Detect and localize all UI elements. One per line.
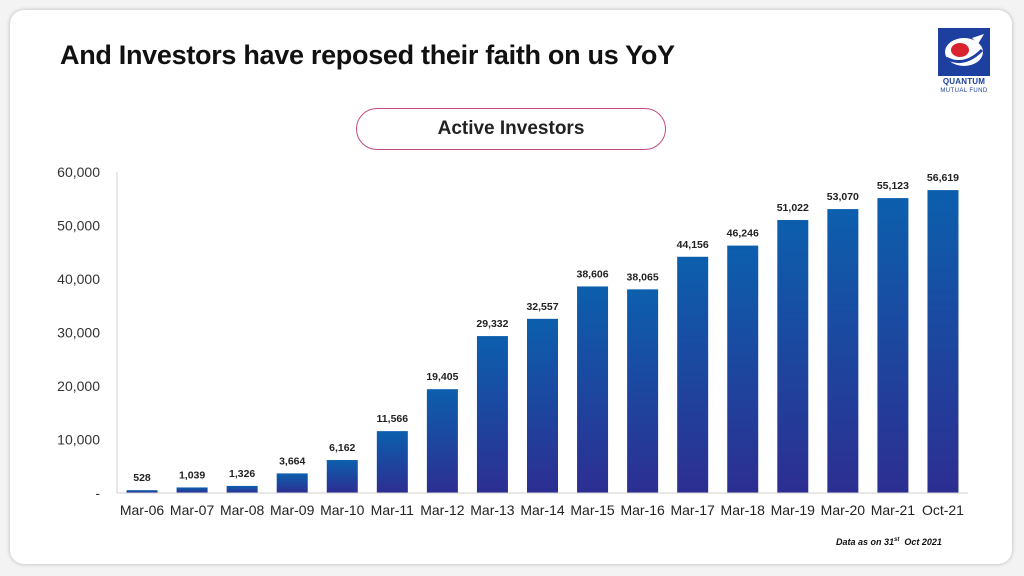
x-tick-label: Mar-20 (821, 502, 866, 518)
bar (176, 487, 208, 493)
data-label: 56,619 (927, 172, 959, 184)
bar (476, 336, 508, 493)
data-label: 44,156 (677, 239, 709, 251)
bar (326, 460, 358, 493)
bar (376, 431, 408, 493)
note-prefix: Data as on 31 (836, 537, 895, 547)
x-tick-label: Mar-10 (320, 502, 365, 518)
x-tick-label: Mar-15 (570, 502, 615, 518)
logo-subtitle: MUTUAL FUND (940, 88, 988, 94)
x-tick-label: Mar-11 (371, 502, 415, 518)
y-tick-label: 50,000 (57, 218, 100, 234)
bar (627, 289, 659, 493)
data-label: 38,065 (627, 271, 659, 283)
data-label: 1,326 (229, 468, 255, 480)
x-tick-label: Mar-06 (120, 502, 165, 518)
logo-name: QUANTUM (942, 77, 986, 86)
bar (527, 318, 558, 493)
x-tick-label: Mar-08 (220, 502, 265, 518)
bar (276, 473, 308, 493)
x-tick-label: Mar-19 (771, 502, 816, 518)
bar (827, 209, 859, 493)
data-label: 3,664 (279, 455, 305, 467)
data-label: 51,022 (777, 202, 809, 214)
x-tick-label: Mar-14 (520, 502, 565, 518)
bar (777, 220, 809, 494)
data-label: 19,405 (426, 371, 458, 383)
y-tick-label: 10,000 (57, 432, 100, 448)
y-tick-label: 40,000 (57, 271, 100, 287)
note-sup: st (894, 537, 900, 543)
data-date-note: Data as on 31st Oct 2021 (836, 537, 942, 547)
quantum-logo: QUANTUM MUTUAL FUND (934, 28, 994, 98)
slide-title: And Investors have reposed their faith o… (60, 40, 675, 70)
bar (877, 198, 909, 493)
slide: And Investors have reposed their faith o… (10, 10, 1012, 564)
logo-mark-icon (938, 28, 990, 76)
bar-chart: - 10,000 20,000 30,000 40,000 50,000 60,000 52… (57, 164, 968, 518)
chart-title-pill: Active Investors (356, 108, 666, 150)
bar (677, 256, 709, 493)
y-tick-label: - (95, 485, 100, 501)
data-label: 53,070 (827, 191, 859, 203)
x-tick-label: Mar-21 (871, 502, 916, 518)
chart-title: Active Investors (437, 118, 585, 139)
data-label: 11,566 (377, 413, 409, 425)
data-label: 55,123 (877, 180, 909, 192)
bar (426, 389, 458, 493)
x-tick-label: Mar-07 (170, 502, 215, 518)
data-label: 32,557 (526, 301, 558, 313)
bar (727, 245, 759, 493)
y-tick-label: 20,000 (57, 378, 100, 394)
y-tick-label: 30,000 (57, 325, 100, 341)
bar (577, 286, 609, 493)
data-label: 6,162 (329, 442, 355, 454)
x-tick-label: Mar-18 (721, 502, 766, 518)
data-label: 29,332 (476, 318, 508, 330)
x-tick-label: Mar-17 (670, 502, 715, 518)
data-label: 528 (133, 472, 151, 484)
bar (927, 190, 959, 493)
bar (126, 490, 158, 493)
x-tick-label: Oct-21 (922, 502, 964, 518)
data-label: 46,246 (727, 228, 759, 240)
data-label: 1,039 (179, 469, 205, 481)
x-tick-label: Mar-16 (620, 502, 665, 518)
y-tick-label: 60,000 (57, 164, 100, 180)
x-tick-label: Mar-09 (270, 502, 315, 518)
bar (226, 485, 258, 493)
x-tick-label: Mar-12 (420, 502, 465, 518)
note-suffix: Oct 2021 (904, 537, 942, 547)
x-tick-label: Mar-13 (470, 502, 515, 518)
data-label: 38,606 (576, 268, 608, 280)
